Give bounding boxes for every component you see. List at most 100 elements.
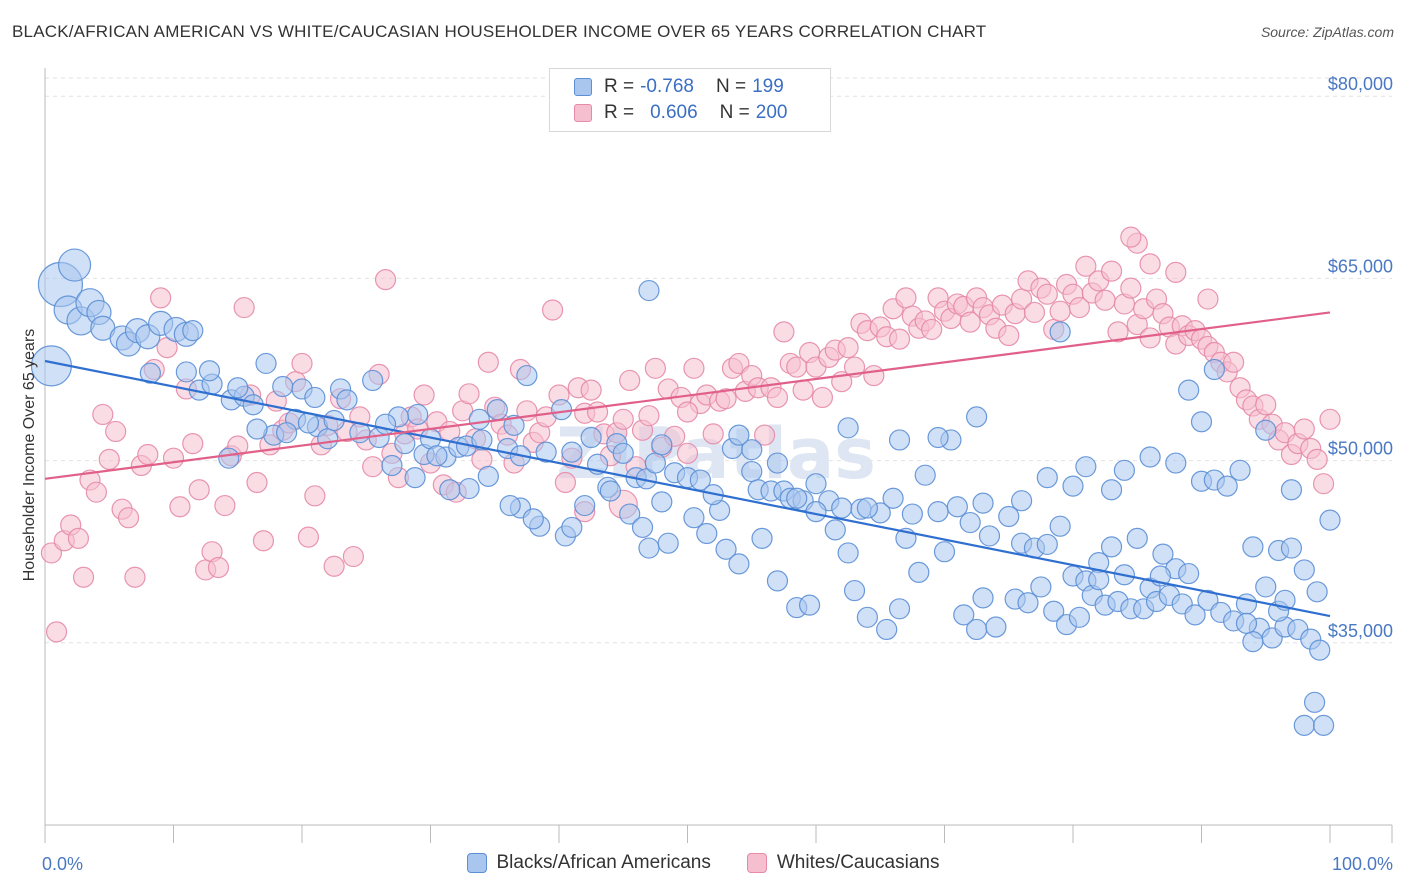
legend-swatch-blacks: [466, 853, 487, 873]
whites-point: [792, 379, 814, 401]
whites-point: [458, 383, 480, 405]
blacks-point: [638, 279, 660, 302]
blacks-point: [1184, 604, 1206, 626]
whites-point: [117, 507, 140, 529]
blacks-point: [1043, 600, 1065, 622]
whites-point: [1255, 394, 1277, 416]
blacks-point: [1303, 691, 1326, 713]
blacks-point: [837, 542, 859, 564]
legend-r-label: R =: [604, 76, 635, 97]
whites-point: [1312, 473, 1335, 495]
whites-point: [105, 420, 127, 443]
trend-line-whites: [44, 311, 1331, 480]
whites-point: [291, 352, 313, 375]
blacks-point: [1293, 714, 1315, 737]
whites-point: [362, 456, 384, 478]
whites-point: [67, 527, 90, 549]
blacks-point: [317, 428, 339, 450]
trend-line-blacks: [44, 359, 1331, 618]
whites-point: [374, 269, 397, 291]
legend-swatch-whites: [746, 853, 767, 873]
blacks-point: [1017, 592, 1039, 614]
blacks-point: [824, 519, 846, 541]
blacks-point: [574, 494, 596, 517]
blacks-point: [522, 508, 544, 530]
legend-n-value: 199: [752, 76, 784, 97]
whites-point: [98, 448, 120, 470]
whites-point: [1139, 327, 1161, 349]
whites-point: [676, 442, 699, 464]
blacks-point: [966, 618, 988, 641]
blacks-point: [1242, 630, 1264, 653]
blacks-point: [1126, 527, 1148, 549]
blacks-point: [374, 413, 397, 435]
whites-point: [1139, 253, 1161, 275]
whites-point: [150, 287, 172, 309]
blacks-point: [1197, 589, 1219, 611]
whites-point: [1223, 351, 1245, 373]
blacks-point: [218, 447, 240, 469]
blacks-point: [499, 494, 521, 517]
whites-point: [45, 621, 68, 643]
blacks-point: [1280, 537, 1303, 559]
legend-label-blacks: Blacks/African Americans: [496, 852, 711, 873]
blacks-point: [1100, 479, 1123, 501]
whites-point: [998, 324, 1020, 347]
blacks-point: [715, 538, 737, 560]
axes: [44, 68, 1393, 843]
trend-lines: [44, 311, 1331, 618]
y-tick-label: $65,000: [1328, 256, 1393, 276]
blacks-point: [914, 464, 936, 486]
gridlines: [45, 77, 1392, 644]
blacks-point: [336, 389, 358, 411]
whites-point: [580, 379, 602, 401]
blacks-point: [1036, 533, 1058, 556]
blacks-point: [486, 398, 508, 421]
blacks-point: [561, 516, 583, 539]
blacks-point: [972, 492, 994, 514]
blacks-point: [696, 522, 718, 545]
series-legend: Blacks/African Americans Whites/Caucasia…: [0, 852, 1406, 874]
whites-point: [1036, 283, 1058, 305]
blacks-point: [275, 422, 298, 444]
whites-point: [72, 566, 95, 588]
whites-point: [728, 352, 750, 375]
blacks-point: [227, 377, 249, 399]
blacks-point: [966, 406, 988, 428]
legend-n-label: N =: [715, 76, 747, 97]
blacks-point: [856, 606, 879, 628]
blacks-point: [1139, 446, 1161, 468]
blacks-point: [255, 352, 277, 375]
whites-point: [182, 433, 204, 455]
blacks-point: [741, 460, 763, 483]
whites-point: [921, 318, 943, 341]
whites-point: [1075, 255, 1097, 277]
whites-point: [863, 364, 885, 387]
legend-item-blacks[interactable]: Blacks/African Americans: [466, 852, 711, 874]
blacks-point: [959, 511, 981, 534]
blacks-point: [1309, 639, 1331, 661]
whites-point: [85, 481, 108, 503]
blacks-point: [477, 465, 499, 487]
legend-item-whites[interactable]: Whites/Caucasians: [746, 852, 939, 874]
blacks-point: [882, 487, 904, 509]
legend-r-value: 0.606: [650, 102, 698, 123]
whites-point: [1100, 260, 1123, 282]
whites-point: [252, 530, 275, 552]
whites-point: [1049, 300, 1071, 322]
blacks-point: [766, 570, 789, 592]
legend-swatch-blacks: [574, 78, 592, 96]
blacks-point: [901, 503, 923, 525]
whites-point: [1068, 296, 1091, 319]
whites-point: [137, 443, 159, 466]
whites-point: [1120, 277, 1142, 299]
legend-row-blacks: R = -0.768 N = 199: [574, 74, 784, 100]
blacks-point: [612, 442, 634, 464]
blacks-point: [175, 361, 197, 383]
blacks-point: [876, 618, 898, 641]
blacks-point: [362, 369, 384, 392]
whites-point: [233, 296, 255, 319]
whites-point: [304, 485, 326, 507]
stats-legend: R = -0.768 N = 199 R = 0.606 N = 200: [549, 68, 831, 132]
whites-point: [888, 328, 911, 350]
